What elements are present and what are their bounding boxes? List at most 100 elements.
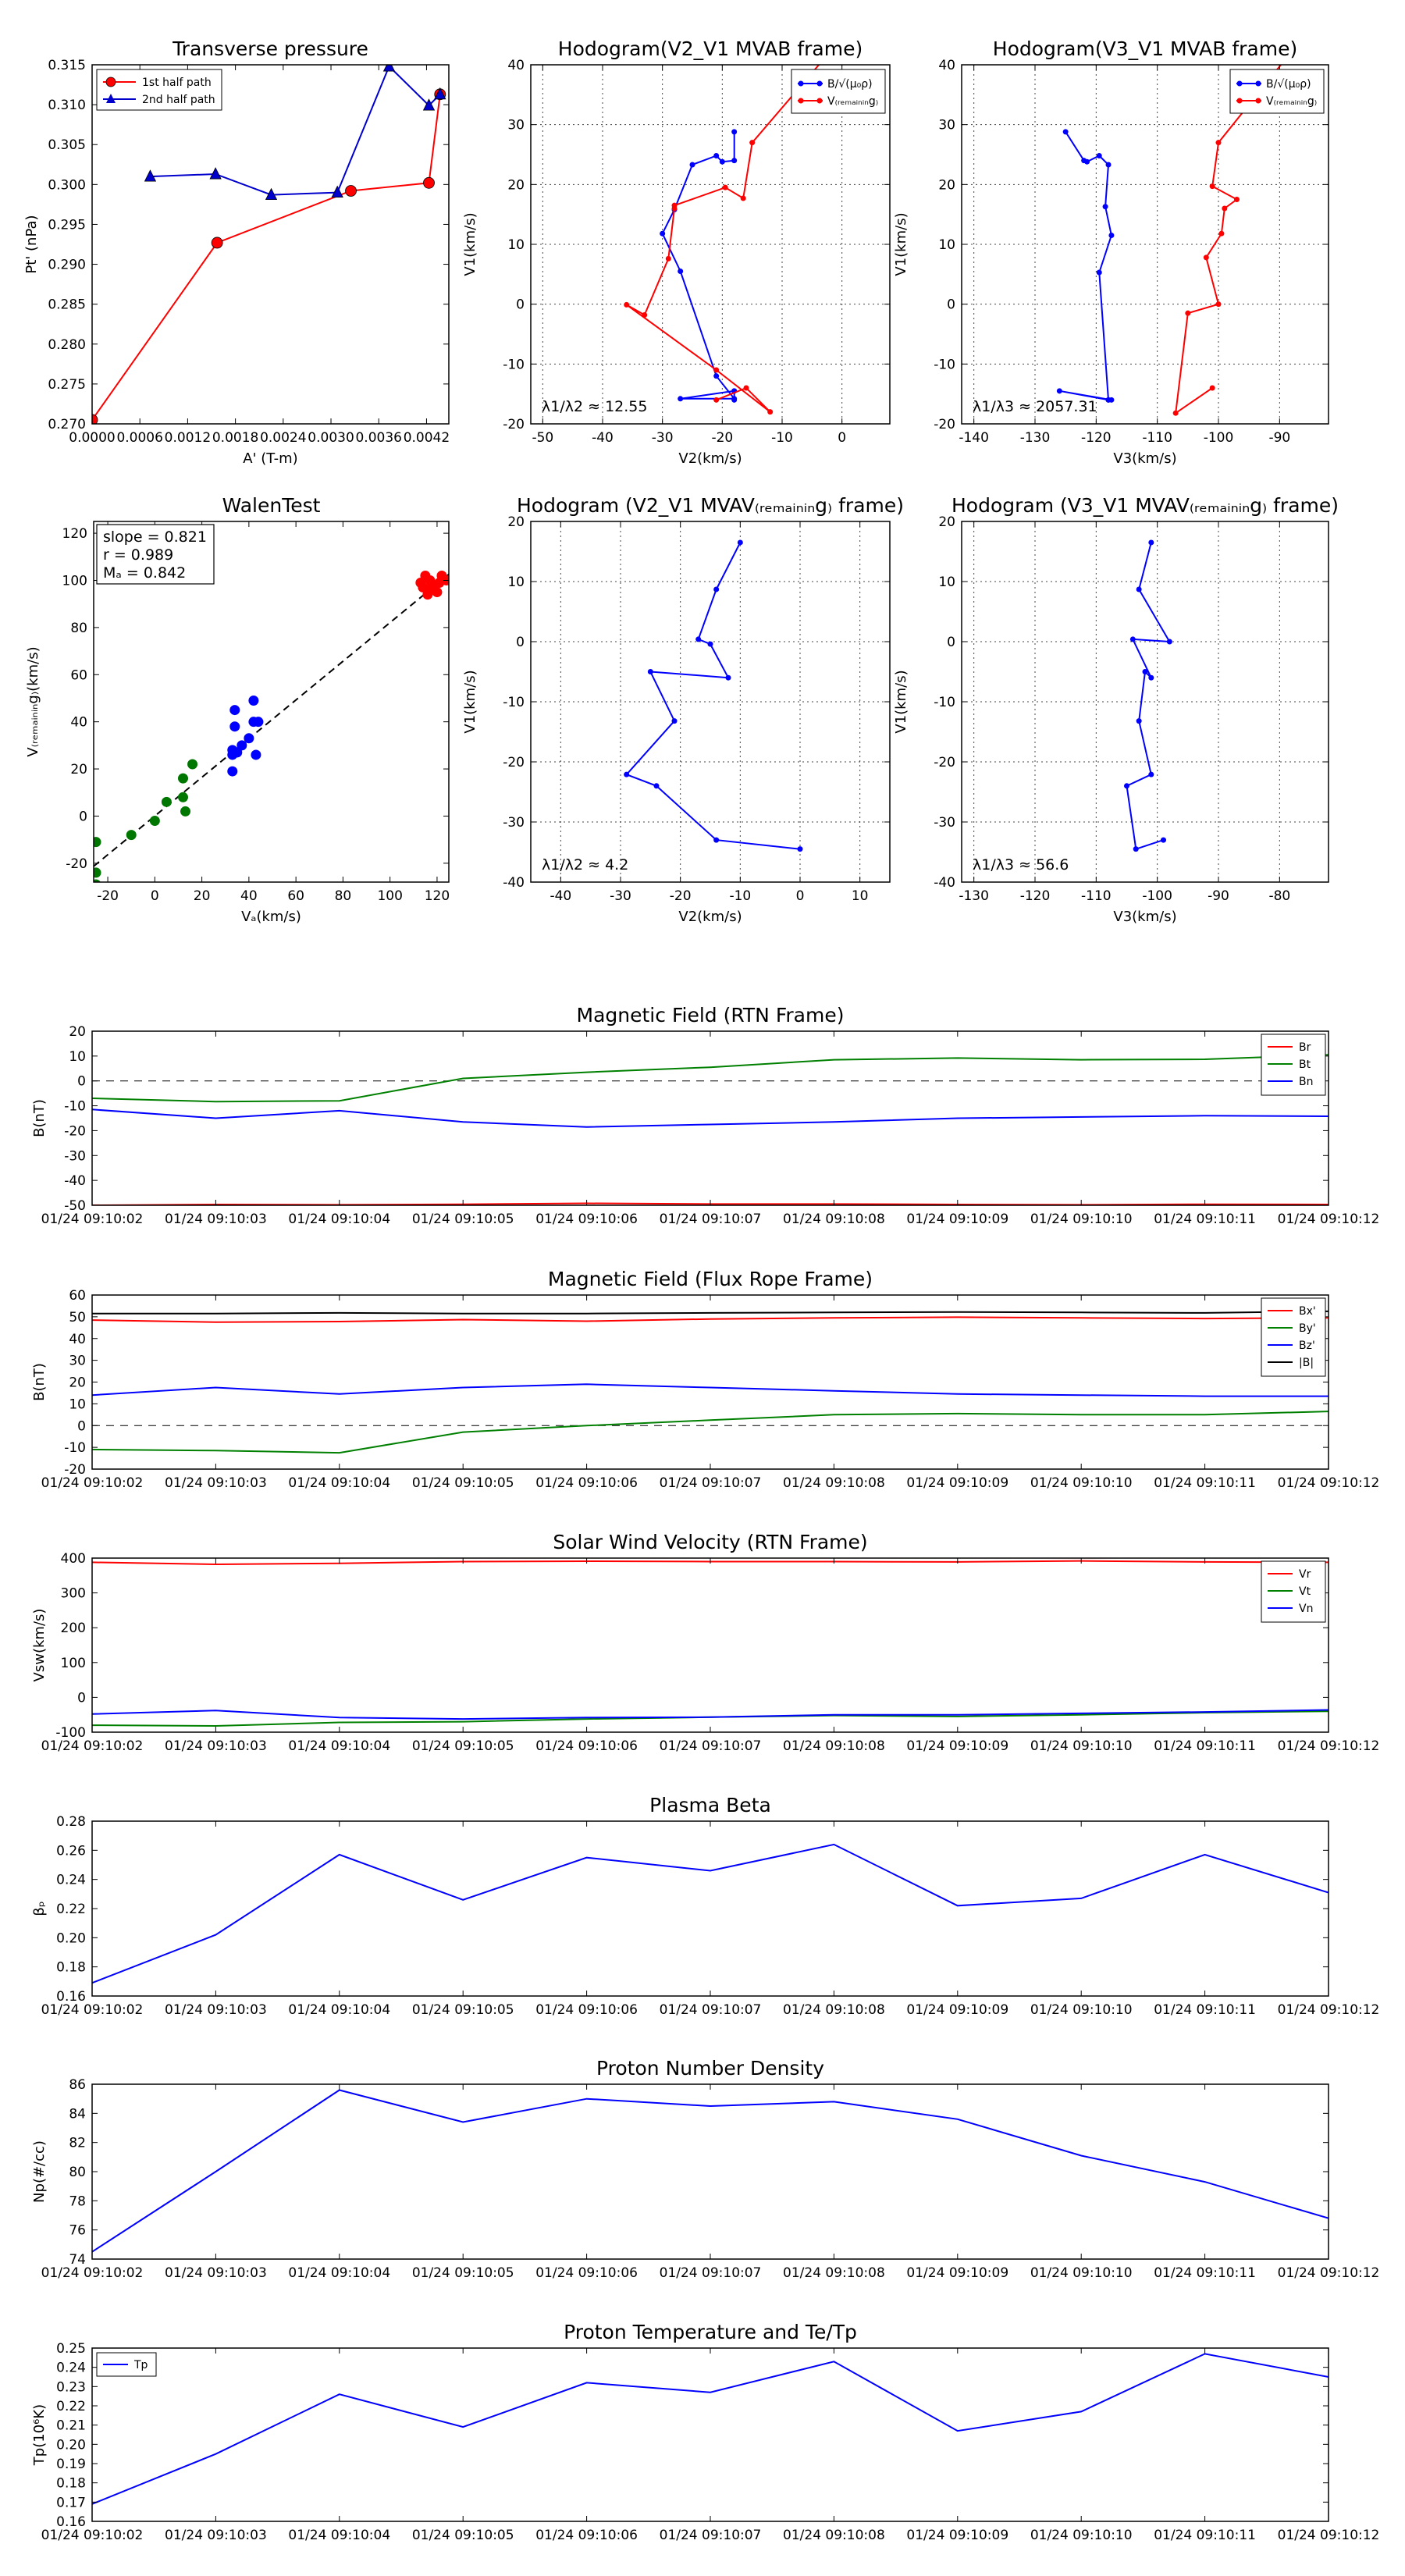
x-tick-label: 01/24 09:10:09: [906, 2528, 1008, 2543]
x-tick-label: 01/24 09:10:12: [1278, 2002, 1380, 2018]
y-tick-label: -10: [64, 1099, 86, 1115]
data-point: [731, 129, 738, 135]
x-tick-label: 0.0024: [260, 430, 306, 446]
legend-label: Vt: [1299, 1585, 1311, 1598]
x-tick-label: 01/24 09:10:08: [783, 1475, 885, 1491]
data-point: [1096, 269, 1102, 276]
data-point: [94, 837, 101, 848]
stats-text: r = 0.989: [103, 546, 173, 564]
data-point: [149, 815, 160, 826]
y-tick-label: 30: [69, 1354, 86, 1369]
data-point: [251, 749, 261, 760]
x-tick-label: 0.0036: [355, 430, 401, 446]
y-axis-label: V1(km/s): [462, 670, 478, 733]
x-tick-label: 80: [335, 888, 352, 904]
x-tick-label: 01/24 09:10:10: [1030, 2002, 1133, 2018]
y-tick-label: 0.280: [48, 337, 86, 353]
x-tick-label: 01/24 09:10:11: [1154, 1212, 1256, 1227]
y-tick-label: 30: [507, 118, 525, 133]
y-tick-label: 50: [69, 1310, 86, 1325]
x-tick-label: -20: [670, 888, 692, 904]
hodoB2-title: Hodogram(V3_V1 MVAB frame): [993, 37, 1297, 60]
y-tick-label: 30: [938, 118, 955, 133]
data-point: [382, 65, 396, 72]
x-tick-label: 01/24 09:10:03: [165, 1738, 267, 1754]
data-point: [1084, 158, 1090, 165]
x-tick-label: -40: [592, 430, 614, 446]
y-tick-label: 0.26: [56, 1843, 86, 1859]
data-point: [707, 641, 713, 647]
x-tick-label: -130: [1020, 430, 1051, 446]
stats-text: Mₐ = 0.842: [103, 564, 186, 582]
y-tick-label: 0.290: [48, 258, 86, 273]
panel-magrtn: 01/24 09:10:02 01/24 09:10:03 01/24 09:10:…: [31, 1004, 1379, 1227]
x-tick-label: 01/24 09:10:04: [288, 2265, 390, 2281]
y-tick-label: 120: [62, 526, 87, 542]
data-point: [1218, 230, 1225, 237]
legend-marker: [106, 94, 116, 103]
legend-label: |B|: [1299, 1357, 1314, 1369]
series-line--B-: [92, 1310, 1329, 1315]
swv-title: Solar Wind Velocity (RTN Frame): [553, 1531, 867, 1553]
series-line-B: [1059, 131, 1112, 401]
x-tick-label: 01/24 09:10:10: [1030, 1212, 1133, 1227]
x-tick-label: 01/24 09:10:09: [906, 1475, 1008, 1491]
y-tick-label: 10: [69, 1397, 86, 1412]
x-tick-label: -20: [711, 430, 733, 446]
y-tick-label: 84: [69, 2106, 86, 2122]
data-point: [1142, 669, 1148, 674]
y-tick-label: -20: [503, 755, 525, 770]
y-axis-label: V₍ᵣₑₘₐᵢₙᵢₙg₎(km/s): [25, 646, 41, 756]
data-point: [678, 396, 684, 402]
x-tick-label: 01/24 09:10:09: [906, 1738, 1008, 1754]
legend-label: Vn: [1299, 1603, 1313, 1615]
x-tick-label: 01/24 09:10:05: [412, 2528, 514, 2543]
data-point: [671, 718, 678, 724]
y-tick-label: 0.23: [56, 2379, 86, 2395]
legend-label: 1st half path: [142, 76, 212, 89]
plot-area: [1124, 539, 1172, 852]
x-axis-label: Vₐ(km/s): [241, 909, 301, 925]
y-tick-label: 10: [69, 1049, 86, 1065]
series-line-Vn: [92, 1709, 1329, 1720]
legend-label: B/√(μ₀ρ): [1266, 78, 1311, 91]
x-tick-label: 01/24 09:10:05: [412, 2002, 514, 2018]
y-tick-label: 0.17: [56, 2495, 86, 2510]
data-point: [1234, 197, 1240, 202]
x-tick-label: -30: [652, 430, 674, 446]
x-tick-label: 0.0000: [69, 430, 115, 446]
x-axis-label: A' (T-m): [243, 450, 297, 467]
panel-tp: 01/24 09:10:02 01/24 09:10:03 01/24 09:10:…: [31, 2321, 1379, 2543]
y-tick-label: 0: [77, 1418, 86, 1434]
y-tick-label: 86: [69, 2077, 86, 2093]
x-tick-label: 01/24 09:10:08: [783, 1738, 885, 1754]
x-tick-label: 0.0012: [165, 430, 211, 446]
y-tick-label: 0: [79, 809, 87, 824]
data-point: [1148, 539, 1154, 546]
series-line-Tp: [92, 2353, 1329, 2505]
data-point: [624, 771, 630, 777]
x-tick-label: 01/24 09:10:07: [660, 1475, 762, 1491]
hodoB-title: Hodogram(V2_V1 MVAB frame): [558, 37, 863, 60]
x-tick-label: 01/24 09:10:11: [1154, 2528, 1256, 2543]
y-axis-label: Tp(10⁶K): [31, 2404, 48, 2466]
x-tick-label: 01/24 09:10:07: [660, 1212, 762, 1227]
x-tick-label: 0: [796, 888, 805, 904]
x-tick-label: 0: [838, 430, 846, 446]
y-tick-label: 0.19: [56, 2457, 86, 2472]
x-tick-label: 100: [377, 888, 402, 904]
data-point: [1166, 639, 1172, 645]
plot-area: [624, 65, 820, 415]
series-line-Bt: [92, 1054, 1329, 1103]
series-line-beta: [92, 1843, 1329, 1984]
y-tick-label: 0: [77, 1074, 86, 1090]
data-point: [1129, 636, 1136, 642]
y-tick-label: 60: [70, 667, 87, 683]
y-tick-label: 0.22: [56, 2399, 86, 2414]
y-tick-label: 0.315: [48, 58, 86, 73]
x-tick-label: 01/24 09:10:05: [412, 1212, 514, 1227]
series-line-By-: [92, 1411, 1329, 1454]
data-point: [740, 195, 746, 201]
eigenvalue-ratio-annotation: λ1/λ3 ≈ 2057.31: [973, 398, 1097, 415]
series-line-Np: [92, 2089, 1329, 2253]
